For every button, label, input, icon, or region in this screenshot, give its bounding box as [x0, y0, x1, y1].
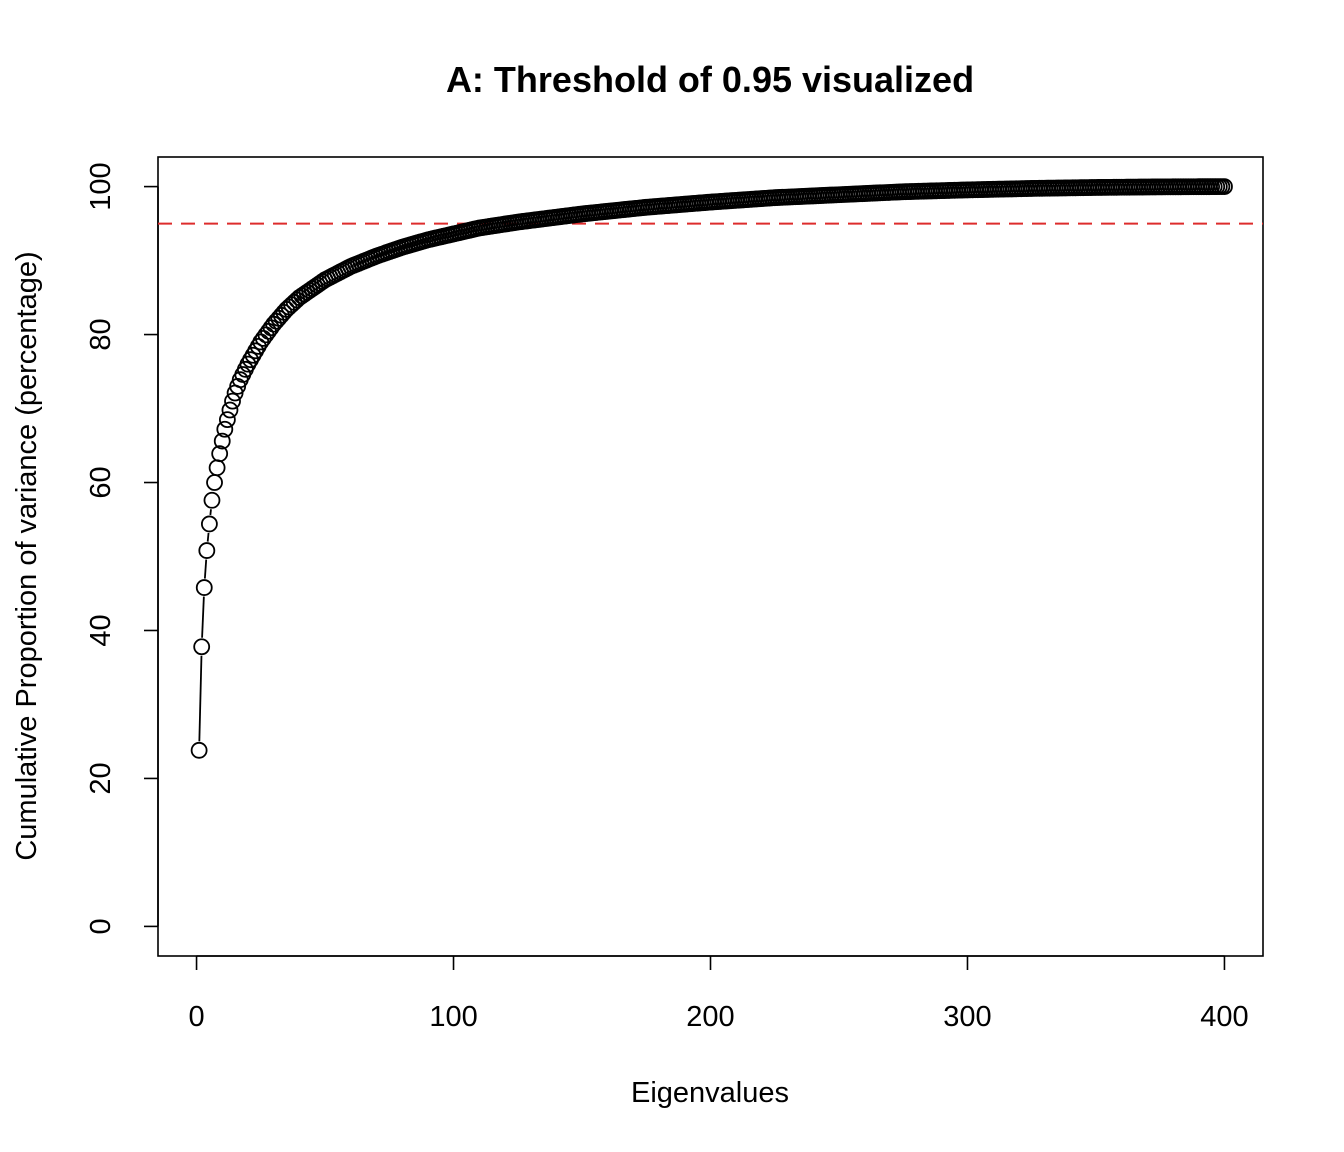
data-point: [195, 579, 213, 596]
y-axis: 0 20 40 60 80 100: [85, 162, 159, 934]
series-points: [190, 178, 1233, 759]
data-point: [208, 459, 226, 477]
x-axis-label: Eigenvalues: [631, 1077, 789, 1109]
y-tick-label: 0: [85, 918, 117, 934]
series-segment: [203, 559, 208, 579]
data-point: [224, 392, 241, 410]
series-segment: [201, 596, 205, 638]
data-point: [206, 474, 223, 491]
y-tick-label: 60: [85, 466, 117, 498]
x-tick-label: 0: [188, 1001, 204, 1033]
data-point: [1216, 178, 1233, 195]
y-tick-label: 80: [85, 318, 117, 350]
series-segment: [198, 655, 203, 742]
x-axis: 0 100 200 300 400: [188, 955, 1249, 1033]
data-point: [193, 638, 211, 656]
y-tick-label: 40: [85, 614, 117, 646]
data-point: [203, 491, 221, 509]
x-tick-label: 400: [1200, 1001, 1248, 1033]
chart-title: A: Threshold of 0.95 visualized: [446, 59, 974, 100]
series-segment: [206, 532, 210, 542]
y-tick-label: 100: [85, 162, 117, 210]
data-point: [221, 401, 239, 419]
y-axis-label: Cumulative Proportion of variance (perce…: [11, 251, 43, 860]
data-point: [200, 515, 218, 533]
data-point: [216, 420, 234, 438]
data-point: [190, 741, 208, 759]
x-tick-label: 100: [429, 1001, 477, 1033]
data-point: [213, 432, 231, 450]
data-point: [198, 542, 216, 559]
x-tick-label: 200: [686, 1001, 734, 1033]
y-tick-label: 20: [85, 762, 117, 794]
x-tick-label: 300: [943, 1001, 991, 1033]
data-point: [218, 411, 236, 429]
series-line: [198, 491, 215, 742]
data-point: [211, 445, 229, 463]
series-segment: [209, 509, 212, 516]
